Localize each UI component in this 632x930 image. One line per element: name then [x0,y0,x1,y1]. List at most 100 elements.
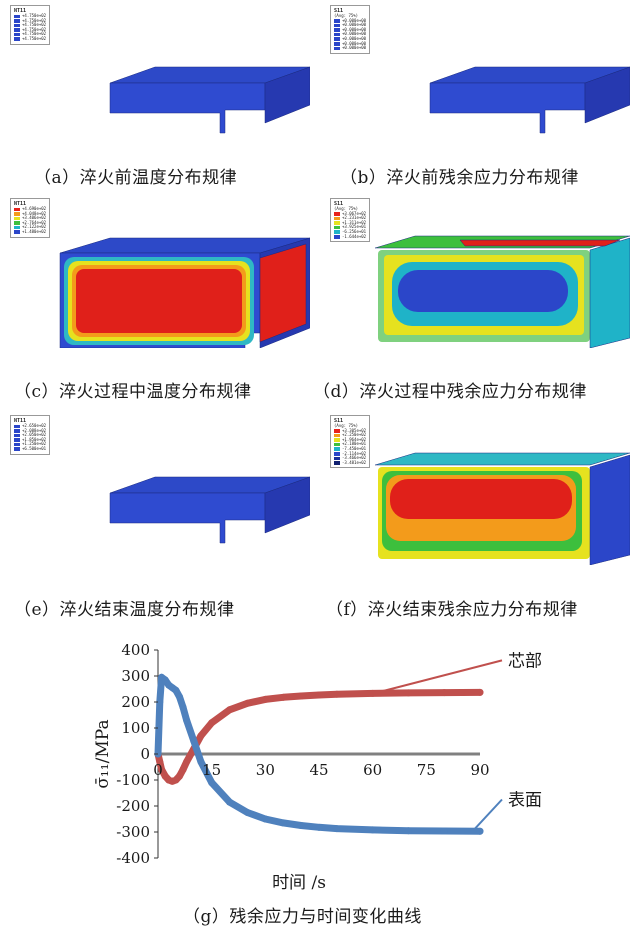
legend-value: +4.690e+02 [22,206,47,211]
legend-swatch [334,37,340,42]
data-point [190,737,198,745]
panel-caption-c: （c）淬火过程中温度分布规律 [14,382,252,402]
fem-panel-d: S11 (Avg: 75%) +3.067e+02 +2.231e+02 +1.311e… [313,198,630,402]
legend-value: +0.000e+00 [342,17,367,23]
legend-swatch [14,230,20,235]
data-point [183,758,191,766]
legend-swatch [14,32,20,37]
legend-value: +3.406e+02 [22,215,47,221]
legend-value: +2.050e+02 [22,432,47,438]
contour-red [76,269,242,333]
legend-row: +3.406e+02 [14,216,46,221]
legend-row: +3.925e+01 [334,225,366,230]
legend-value: +0.000e+00 [342,22,367,28]
y-axis-label: σ̄₁₁/MPa [93,719,113,788]
legend-swatch [334,442,340,447]
legend-title: S11 [334,201,344,207]
x-tick-label: 90 [470,761,489,779]
panel-caption-a: （a）淬火前温度分布规律 [34,168,238,188]
contour-legend: S11 (Avg: 75%) +0.000e+00 +0.000e+00 +0.000e… [330,5,371,54]
legend-row: +1.250e+02 [14,442,46,447]
data-point [440,827,448,835]
legend-value: +4.750e+02 [22,35,47,41]
y-tick-label: -200 [116,797,150,815]
legend-swatch [334,42,340,46]
data-point [404,827,412,835]
legend-row: +6.500e+01 [14,445,47,452]
legend-swatch [14,14,20,19]
y-tick-label: 200 [121,693,150,711]
legend-swatch [334,438,340,442]
legend-value: +6.500e+01 [22,445,47,451]
legend-row: +1.964e+02 [334,436,367,443]
data-point [156,698,164,706]
legend-value: +0.000e+00 [342,40,367,46]
legend-swatch [14,225,20,230]
x-tick-label: 0 [153,761,163,779]
data-point [315,691,323,699]
legend-swatch [14,23,20,28]
legend-row: +0.000e+00 [334,27,366,33]
block-side-face [264,476,310,534]
contour-red [390,479,572,519]
fem-panel-c: NT11 +4.690e+02 +4.048e+02 +3.406e+02 +2.764… [10,198,310,402]
legend-row: +4.750e+02 [14,26,47,33]
legend-subtitle: (Avg: 75%) [334,13,359,18]
legend-row: +4.048e+02 [14,210,47,217]
legend-value: -6.256e+01 [342,228,367,234]
legend-value: +3.305e+02 [342,427,367,433]
legend-value: +2.250e+02 [342,432,367,438]
legend-swatch [334,212,340,216]
legend-swatch [334,28,340,32]
legend-row: -1.644e+02 [334,234,366,240]
legend-swatch [14,438,20,442]
legend-row: +0.000e+00 [334,46,366,51]
legend-swatch [14,207,20,212]
legend-value: -3.481e+02 [342,459,367,465]
legend-row: -2.114e+02 [334,451,366,457]
data-point [243,699,251,707]
legend-value: +0.000e+00 [342,35,367,41]
legend-row: +4.750e+02 [14,18,46,24]
fem-model-block [109,66,310,134]
legend-row: +2.088e+02 [14,428,46,434]
legend-value: +1.480e+02 [22,228,47,234]
legend-subtitle: (Avg: 75%) [334,206,359,211]
legend-value: +1.311e+02 [342,219,367,225]
legend-value: +2.764e+02 [22,219,47,225]
legend-row: +0.000e+00 [334,35,367,42]
data-point [226,798,234,806]
fem-panel-a: NT11 +4.750e+02 +4.750e+02 +4.750e+02 +4.750… [10,5,310,188]
legend-row: +2.050e+02 [14,433,46,438]
legend-swatch [14,212,20,216]
data-point [158,766,166,774]
data-point [476,688,484,696]
legend-value: -7.450e+01 [342,445,367,451]
legend-title: S11 [334,8,344,14]
data-point [476,827,484,835]
fem-model-block [59,237,310,348]
legend-row: +3.305e+02 [334,427,367,434]
legend-value: +4.048e+02 [22,210,47,216]
contour-side-red [259,243,307,343]
legend-row: +3.067e+02 [334,211,366,217]
legend-value: +0.000e+00 [342,31,367,37]
fem-model-block [429,66,630,134]
contour-legend: S11 (Avg: 75%) +3.305e+02 +2.250e+02 +1.964e… [330,415,371,469]
contour-legend: S11 (Avg: 75%) +3.067e+02 +2.231e+02 +1.311e… [330,198,371,243]
legend-row: +0.000e+00 [334,32,366,37]
fem-model-block [374,452,630,565]
legend-value: +1.964e+02 [342,436,367,442]
data-point [261,815,269,823]
legend-row: +4.750e+02 [14,13,46,19]
y-tick-label: 0 [140,745,150,763]
panel-caption-b: （b）淬火前残余应力分布规律 [340,168,579,188]
panel-caption-e: （e）淬火结束温度分布规律 [14,600,235,620]
legend-value: -3.466e+02 [342,455,367,461]
legend-value: +4.750e+02 [22,22,47,28]
legend-row: +2.231e+02 [334,216,366,221]
legend-value: +4.750e+02 [22,26,47,32]
x-tick-label: 75 [417,761,436,779]
data-point [226,706,234,714]
